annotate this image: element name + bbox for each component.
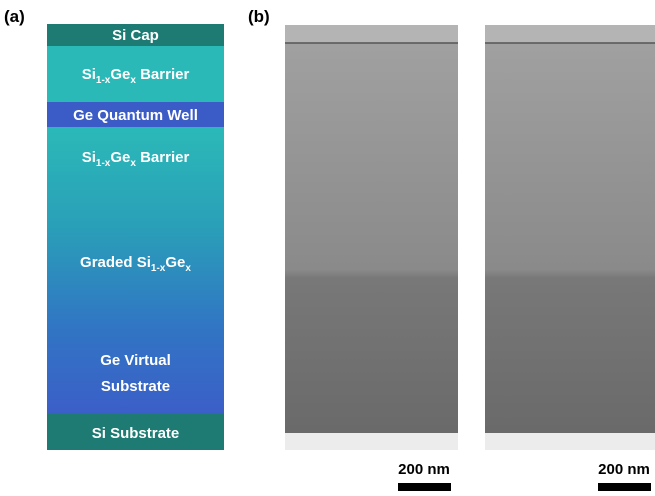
subscript: 1-x: [151, 263, 166, 274]
scale-bar: [398, 483, 451, 491]
label-part: Si Substrate: [92, 425, 180, 442]
sem-cap: [485, 25, 655, 43]
layer-label: Si Cap: [112, 27, 159, 44]
figure: (a) (b) 200 nm 200 nm Si CapSi1-xGex Bar…: [0, 0, 655, 491]
subscript: 1-x: [96, 158, 111, 169]
subscript: x: [185, 263, 191, 274]
label-part: Graded Si: [80, 254, 151, 271]
layer-label: Ge Quantum Well: [73, 107, 198, 124]
label-part: Ge Quantum Well: [73, 107, 198, 124]
layer-label: Si Substrate: [92, 425, 180, 442]
scale-label: 200 nm: [598, 461, 650, 478]
layer-label: Ge Virtual: [100, 352, 171, 369]
sem-image: [485, 25, 655, 433]
sem-images: 200 nm 200 nm: [285, 25, 655, 491]
label-part: Ge: [165, 254, 185, 271]
label-part: Ge: [110, 149, 130, 166]
panel-label: (a): [4, 7, 25, 26]
label-part: Barrier: [136, 149, 190, 166]
label-part: Ge: [110, 66, 130, 83]
sem-cap: [285, 25, 458, 43]
scale-bar: [598, 483, 651, 491]
layer-label: Substrate: [101, 378, 170, 395]
sem-substrate: [285, 433, 458, 450]
label-part: Substrate: [101, 378, 170, 395]
panel-label: (b): [248, 7, 270, 26]
label-part: Si: [82, 66, 96, 83]
label-part: Barrier: [136, 66, 190, 83]
scale-label: 200 nm: [398, 461, 450, 478]
sem-image: [285, 25, 458, 433]
subscript: 1-x: [96, 75, 111, 86]
label-part: Ge Virtual: [100, 352, 171, 369]
sem-substrate: [485, 433, 655, 450]
label-part: Si Cap: [112, 27, 159, 44]
label-part: Si: [82, 149, 96, 166]
